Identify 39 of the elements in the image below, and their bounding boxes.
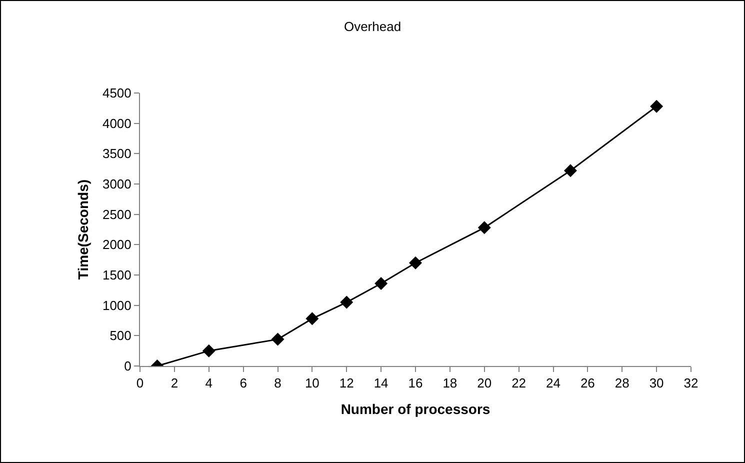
x-tick-label: 0 [136, 376, 144, 391]
x-tick-label: 14 [374, 376, 388, 391]
x-tick-label: 26 [580, 376, 595, 391]
chart-title: Overhead [344, 18, 402, 34]
point [202, 344, 216, 358]
point [564, 164, 577, 178]
x-tick-label: 6 [240, 376, 247, 391]
y-tick-label: 3000 [102, 176, 132, 192]
x-tick-label: 10 [304, 376, 320, 391]
x-tick-label: 24 [546, 376, 560, 391]
x-axis-title: Number of processors [340, 400, 490, 417]
point [306, 312, 319, 326]
x-tick-label: 28 [614, 376, 630, 391]
y-tick-label: 2000 [102, 237, 132, 252]
x-tick-label: 16 [408, 376, 423, 391]
y-tick-label: 0 [124, 358, 132, 374]
point [478, 221, 491, 234]
point [271, 332, 284, 346]
x-tick-label: 8 [274, 376, 282, 391]
x-tick-label: 32 [684, 376, 698, 391]
x-tick-label: 12 [339, 376, 354, 391]
y-tick-label: 4500 [102, 86, 132, 101]
y-tick-label: 1000 [102, 298, 132, 313]
x-tick-label: 2 [170, 376, 178, 391]
point [409, 256, 422, 270]
x-tick-label: 4 [205, 376, 212, 391]
x-tick-label: 22 [512, 376, 526, 391]
y-tick-label: 4000 [102, 116, 132, 131]
y-tick-label: 500 [110, 328, 132, 344]
y-tick-label: 2500 [102, 206, 132, 222]
x-tick-label: 30 [649, 376, 664, 391]
y-tick-label: 1500 [102, 268, 132, 283]
point [340, 296, 354, 309]
x-tick-label: 20 [477, 376, 492, 391]
x-tick-label: 18 [442, 376, 458, 391]
point [374, 276, 388, 290]
y-axis-title: Time(Seconds) [75, 179, 92, 280]
point [650, 100, 664, 113]
y-tick-label: 3500 [102, 146, 132, 162]
